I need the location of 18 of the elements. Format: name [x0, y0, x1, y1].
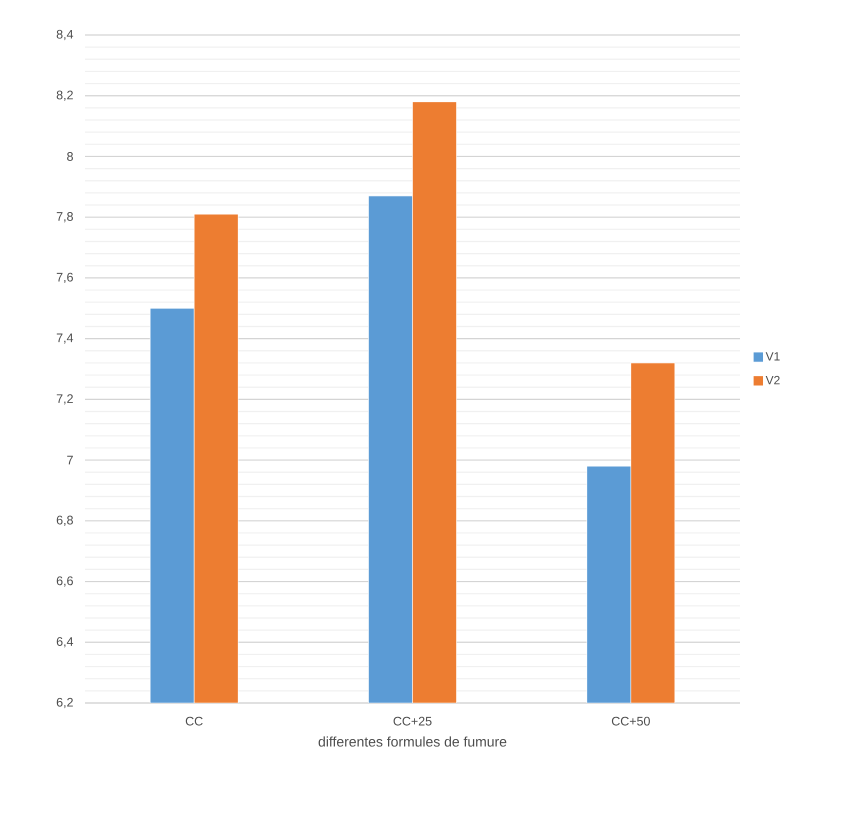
x-axis-title: differentes formules de fumure: [318, 736, 506, 747]
y-tick-label: 7,8: [56, 212, 73, 222]
y-tick-label: 8,2: [56, 90, 73, 101]
y-tick-label: 7,4: [56, 334, 74, 344]
y-tick-label: 6,8: [56, 516, 73, 526]
y-tick-label: 7,2: [56, 394, 73, 405]
legend-label: V1: [766, 352, 780, 360]
y-tick-label: 8,4: [56, 30, 74, 40]
y-tick-label: 6,6: [56, 576, 73, 587]
y-tick-label: 6,2: [56, 698, 73, 708]
legend-label: V2: [766, 376, 780, 384]
x-tick-label: CC+50: [612, 716, 650, 726]
y-tick-label: 7,6: [56, 272, 73, 284]
x-tick-label: CC: [186, 716, 203, 726]
y-tick-label: 7: [67, 456, 73, 464]
y-tick-label: 6,4: [56, 637, 74, 648]
y-tick-label: 8: [67, 152, 73, 161]
x-tick-label: CC+25: [394, 716, 432, 726]
